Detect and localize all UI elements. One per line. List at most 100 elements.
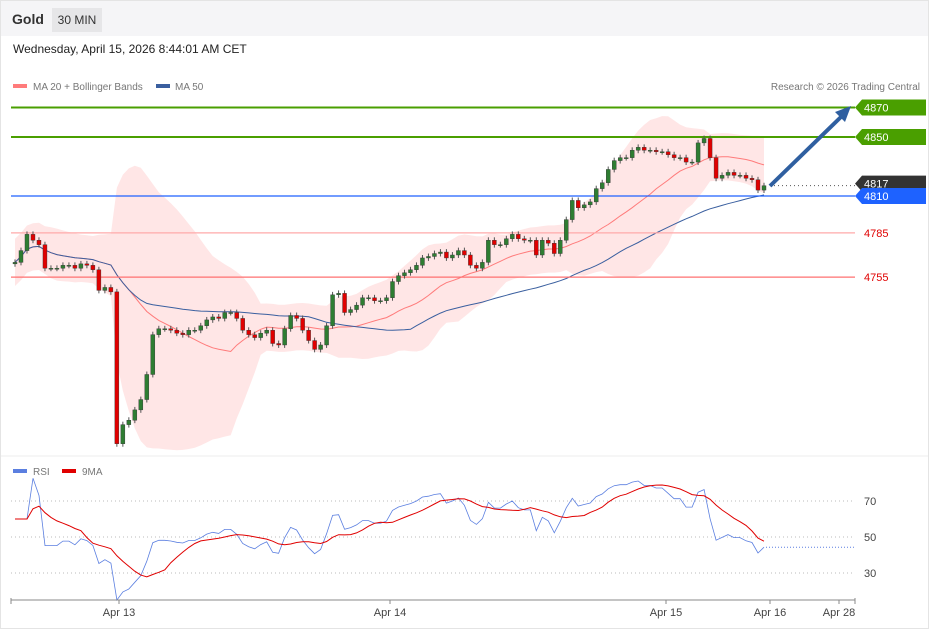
candle-body bbox=[48, 268, 54, 270]
candle-body bbox=[306, 330, 311, 341]
candle-body bbox=[168, 328, 173, 331]
level-label-4785: 4785 bbox=[864, 228, 888, 240]
level-tag-4870 bbox=[855, 99, 926, 116]
candle-body bbox=[318, 344, 323, 350]
candle-body bbox=[755, 179, 761, 191]
candle-body bbox=[402, 272, 407, 276]
legend-rsi-swatch bbox=[13, 469, 27, 473]
candle-body bbox=[294, 315, 299, 319]
candle-body bbox=[552, 242, 557, 254]
header-bar: Gold 30 MIN bbox=[1, 1, 928, 36]
candle-body bbox=[192, 330, 197, 332]
candle-body bbox=[42, 244, 48, 269]
interval-badge[interactable]: 30 MIN bbox=[52, 8, 102, 32]
level-tag-4810 bbox=[855, 188, 926, 204]
candle-body bbox=[204, 319, 209, 326]
candle-body bbox=[540, 240, 545, 256]
candle-body bbox=[522, 238, 527, 241]
candle-body bbox=[647, 150, 653, 152]
candle-body bbox=[210, 316, 215, 321]
candle-body bbox=[474, 265, 479, 269]
candle-body bbox=[677, 157, 683, 159]
x-tick-label: Apr 16 bbox=[754, 607, 786, 619]
candle-body bbox=[24, 234, 30, 251]
candle-body bbox=[132, 409, 138, 421]
candle-body bbox=[366, 297, 371, 299]
candle-body bbox=[18, 250, 24, 263]
candle-body bbox=[570, 200, 575, 220]
candle-body bbox=[300, 318, 305, 331]
candle-body bbox=[360, 297, 365, 306]
candle-body bbox=[144, 374, 150, 400]
candle-body bbox=[72, 265, 78, 269]
candle-body bbox=[695, 142, 701, 163]
candle-body bbox=[749, 178, 755, 180]
legend-rsi-ma-swatch bbox=[62, 469, 76, 473]
candle-body bbox=[96, 269, 102, 291]
candle-body bbox=[90, 265, 96, 270]
candle-body bbox=[468, 254, 473, 266]
candle-body bbox=[180, 332, 185, 335]
candle-body bbox=[234, 312, 239, 319]
legend-rsi-ma: 9MA bbox=[82, 467, 103, 478]
level-tag-4817 bbox=[855, 175, 926, 192]
candle-body bbox=[623, 157, 629, 159]
candle-body bbox=[701, 138, 707, 144]
candle-body bbox=[30, 234, 36, 241]
candle-body bbox=[414, 265, 419, 270]
candle-body bbox=[264, 330, 269, 334]
candle-body bbox=[671, 154, 677, 158]
candle-body bbox=[186, 330, 191, 335]
rsi-line bbox=[15, 478, 765, 601]
candle-body bbox=[486, 240, 491, 263]
candle-body bbox=[108, 287, 114, 293]
candle-body bbox=[384, 297, 389, 301]
candle-body bbox=[629, 150, 635, 158]
legend-ma50-swatch bbox=[156, 84, 170, 88]
candle-body bbox=[456, 250, 461, 256]
candle-body bbox=[36, 240, 42, 245]
candle-body bbox=[372, 297, 377, 301]
candle-body bbox=[270, 330, 275, 344]
x-tick-label: Apr 28 bbox=[823, 607, 855, 619]
candle-body bbox=[731, 172, 737, 176]
rsi-tick-label: 50 bbox=[864, 532, 876, 544]
candle-body bbox=[378, 300, 383, 302]
candle-body bbox=[480, 262, 485, 269]
candle-body bbox=[60, 265, 66, 269]
candle-body bbox=[432, 253, 437, 257]
candle-body bbox=[564, 219, 569, 241]
forecast-arrow bbox=[768, 113, 845, 188]
candle-body bbox=[534, 240, 539, 256]
candle-body bbox=[240, 318, 245, 331]
rsi-tick-label: 30 bbox=[864, 568, 876, 580]
candle-body bbox=[635, 147, 641, 151]
candle-body bbox=[761, 185, 767, 191]
candle-body bbox=[120, 424, 126, 444]
candle-body bbox=[54, 268, 60, 270]
candle-body bbox=[126, 420, 132, 425]
candle-body bbox=[342, 293, 347, 313]
candle-body bbox=[12, 262, 18, 265]
candle-body bbox=[162, 328, 168, 330]
symbol-title: Gold bbox=[12, 11, 44, 27]
legend-ma20: MA 20 + Bollinger Bands bbox=[33, 82, 143, 93]
candle-body bbox=[246, 330, 251, 335]
candle-body bbox=[114, 291, 120, 445]
candle-body bbox=[408, 269, 413, 273]
level-tag-4850 bbox=[855, 129, 926, 145]
x-tick-label: Apr 14 bbox=[374, 607, 406, 619]
rsi-tick-label: 70 bbox=[864, 496, 876, 508]
level-label-4755: 4755 bbox=[864, 272, 888, 284]
candle-body bbox=[216, 316, 221, 319]
candle-body bbox=[252, 334, 257, 338]
ma50-line bbox=[14, 194, 765, 331]
level-label-4817: 4817 bbox=[864, 179, 888, 191]
datetime-label: Wednesday, April 15, 2026 8:44:01 AM CET bbox=[13, 42, 247, 56]
candle-body bbox=[510, 234, 515, 239]
candle-body bbox=[288, 315, 293, 329]
legend-rsi: RSI bbox=[33, 467, 50, 478]
candle-body bbox=[354, 304, 359, 310]
candle-body bbox=[659, 151, 665, 153]
